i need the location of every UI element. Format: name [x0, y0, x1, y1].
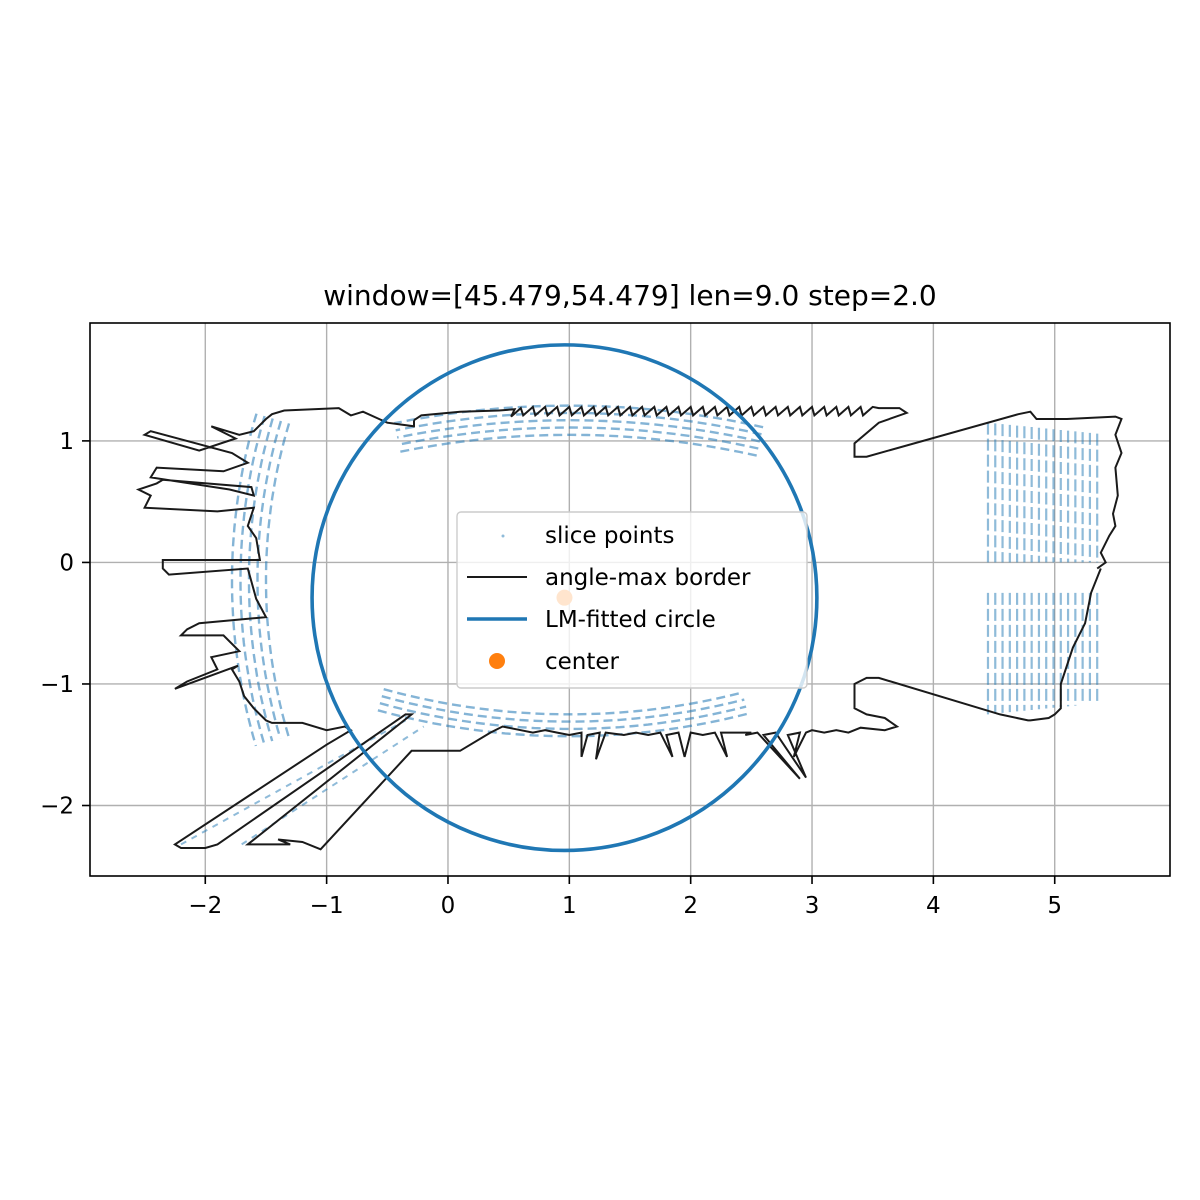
slice-point-arc [395, 411, 762, 436]
x-tick-label: 2 [683, 893, 698, 919]
slice-points-series [180, 404, 1099, 846]
slice-point-arc [377, 709, 749, 738]
y-tick-label: −1 [40, 672, 74, 698]
slice-point-arc [383, 688, 743, 716]
legend-box [456, 511, 808, 689]
border-line [135, 407, 1102, 851]
chart-title: window=[45.479,54.479] len=9.0 step=2.0 [323, 279, 936, 312]
legend-handle-center [489, 653, 505, 669]
x-tick-label: −2 [188, 893, 222, 919]
x-tick-label: −1 [310, 893, 344, 919]
y-tick-label: 0 [59, 550, 74, 576]
legend: slice points angle-max border LM-fitted ci… [456, 511, 808, 689]
slice-point-arc [379, 702, 747, 731]
slice-point-arc [381, 695, 745, 723]
slice-point-arc [396, 418, 761, 443]
legend-label: angle-max border [545, 565, 751, 591]
y-axis: −2 −1 0 1 [40, 429, 90, 820]
slice-point-arc [247, 418, 274, 742]
legend-handle-points [501, 534, 505, 538]
fitted-circle [310, 343, 819, 853]
slice-point-arc [399, 433, 757, 457]
circle-series [310, 343, 819, 853]
slice-point-arc [256, 420, 283, 739]
x-tick-label: 5 [1047, 893, 1062, 919]
slice-point-arc [398, 426, 759, 450]
x-tick-label: 1 [562, 893, 577, 919]
x-axis: −2 −1 0 1 2 3 4 5 [188, 876, 1062, 919]
x-tick-label: 0 [441, 893, 456, 919]
y-tick-label: −2 [40, 794, 74, 820]
plot-frame [89, 322, 1171, 877]
legend-label: center [545, 649, 620, 675]
slice-point-arc [264, 423, 291, 737]
legend-label: slice points [545, 523, 675, 549]
border-line [413, 405, 1123, 570]
y-tick-label: 1 [59, 429, 74, 455]
border-series [135, 405, 1123, 851]
x-tick-label: 3 [805, 893, 820, 919]
x-tick-label: 4 [926, 893, 941, 919]
legend-label: LM-fitted circle [545, 607, 716, 633]
